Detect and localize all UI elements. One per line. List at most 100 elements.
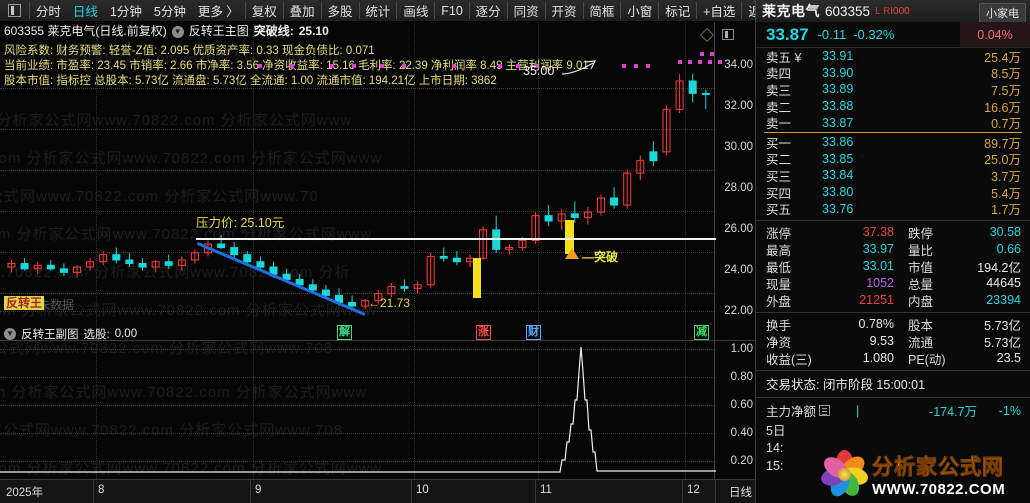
bid-level-1[interactable]: 买一 33.86 89.7万	[756, 134, 1030, 151]
stat-row-low: 最低 33.01 市值 194.2亿	[756, 258, 1030, 275]
ask-level-4[interactable]: 卖四 33.90 8.5万	[756, 65, 1030, 82]
chart-header-row: 603355 莱克电气(日线.前复权) ▼ 反转王主图 突破线: 25.10	[4, 24, 589, 39]
stat-value: 194.2亿	[977, 260, 1021, 275]
level-price: 33.91	[822, 49, 854, 64]
bid-level-5[interactable]: 买五 33.76 1.7万	[756, 200, 1030, 218]
level-price: 33.85	[822, 151, 854, 166]
btn-duogu[interactable]: 多股	[327, 5, 353, 19]
list-icon[interactable]	[819, 405, 831, 417]
breakout-annotation: —突破	[582, 250, 619, 264]
btn-zhufen[interactable]: 逐分	[475, 5, 501, 19]
resistance-line	[196, 238, 716, 240]
btn-fuquan[interactable]: 复权	[251, 5, 277, 19]
date-tick: 10	[416, 484, 429, 496]
stat-value: 0.66	[996, 242, 1021, 257]
ask-level-1[interactable]: 卖一 33.87 0.7万	[756, 114, 1030, 132]
five-day-row[interactable]: 5日	[766, 424, 786, 439]
main-net-bar: |	[856, 403, 860, 418]
stat-value: 9.53	[869, 334, 894, 349]
btn-kaizi[interactable]: 开资	[551, 5, 577, 19]
stat-row-currentvol: 现量 1052 总量 44645	[756, 275, 1030, 292]
btn-add-watchlist[interactable]: +自选	[703, 5, 736, 19]
ask-level-2[interactable]: 卖二 33.88 16.6万	[756, 98, 1030, 115]
period-label: 日线	[729, 487, 752, 499]
tag-cai: 财	[526, 325, 541, 340]
chart-info-line-performance: 当前业绩: 市盈率: 23.45 市销率: 2.66 市净率: 3.56 净资收…	[4, 60, 589, 72]
stats-divider	[756, 219, 1030, 221]
reversal-king-badge: 反转王	[4, 296, 45, 310]
sub-tick: 0.40	[730, 427, 753, 439]
level-label: 买一	[766, 136, 792, 151]
high-price-annotation: 35.00	[523, 64, 555, 78]
tab-fenshi[interactable]: 分时	[35, 5, 61, 19]
bid-level-2[interactable]: 买二 33.85 25.0万	[756, 151, 1030, 168]
sector-tag[interactable]: 小家电	[979, 3, 1026, 23]
chevron-down-icon[interactable]: ▼	[171, 25, 184, 38]
level-price: 33.86	[822, 135, 854, 150]
price-tick: 34.00	[724, 59, 753, 71]
price-change: -0.11	[817, 27, 847, 42]
ask-level-5[interactable]: 卖五 ¥ 33.91 25.4万	[756, 48, 1030, 65]
tab-rixian[interactable]: 日线	[72, 5, 98, 19]
tick-row-1: 14:	[756, 439, 1030, 457]
stat-value: 33.97	[862, 242, 894, 257]
chart-header-title: 603355 莱克电气(日线.前复权)	[4, 24, 167, 38]
ask-level-3[interactable]: 卖三 33.89 7.5万	[756, 81, 1030, 98]
logo-title: 分析家公式网	[872, 451, 1005, 481]
level-price: 33.80	[822, 185, 854, 200]
stats-divider-2	[756, 311, 1030, 313]
level-label: 买四	[766, 186, 792, 201]
date-tick: 8	[98, 484, 105, 496]
current-price: 33.87	[766, 24, 809, 44]
stat-value: 1.080	[862, 351, 894, 366]
tab-5min[interactable]: 5分钟	[153, 5, 186, 19]
sub-value: 0.00	[114, 328, 138, 340]
btn-xiaochuang[interactable]: 小窗	[627, 5, 653, 19]
stat-row-netasset: 净资 9.53 流通 5.73亿	[756, 333, 1030, 350]
level-volume: 16.6万	[984, 100, 1021, 115]
btn-huaxian[interactable]: 画线	[403, 5, 429, 19]
btn-tongzi[interactable]: 同资	[513, 5, 539, 19]
chart-info-line-capital: 股本市值: 指标控 总股本: 5.73亿 流通盘: 5.73亿 全流通: 1.0…	[4, 75, 497, 87]
chart-info-line-risk: 风险系数: 财务预警: 轻誉-Z值: 2.095 优质资产率: 0.33 现金负…	[4, 45, 375, 57]
indicator-name[interactable]: 反转王主图	[188, 24, 249, 38]
subchart-line	[0, 346, 716, 473]
bid-levels: 买一 33.86 89.7万 买二 33.85 25.0万 买三 33.84 3…	[756, 134, 1030, 217]
price-change-pct: -0.32%	[853, 27, 895, 42]
btn-biaoji[interactable]: 标记	[665, 5, 691, 19]
bid-level-4[interactable]: 买四 33.80 5.4万	[756, 184, 1030, 201]
subchart-chevron-down-icon[interactable]: ▼	[4, 328, 16, 340]
date-tick: 12	[687, 484, 700, 496]
date-tick: 9	[255, 484, 262, 496]
btn-diejia[interactable]: 叠加	[289, 5, 315, 19]
stat-value: 5.73亿	[984, 335, 1021, 350]
stat-row-limitup: 涨停 37.38 跌停 30.58	[756, 224, 1030, 241]
bid-level-3[interactable]: 买三 33.84 3.7万	[756, 167, 1030, 184]
subchart-title-row: ▼ 反转王副图 选股: 0.00	[4, 326, 137, 342]
price-tick: 26.00	[724, 223, 753, 235]
tag-zhang: 涨	[476, 325, 491, 340]
level-volume: 89.7万	[984, 136, 1021, 151]
btn-jiankuang[interactable]: 简框	[589, 5, 615, 19]
stat-key: 跌停	[908, 226, 934, 241]
tab-1min[interactable]: 1分钟	[109, 5, 142, 19]
window-marker-icon[interactable]	[722, 29, 734, 40]
tick-row-2: 15:	[756, 457, 1030, 475]
stat-key: 流通	[908, 335, 934, 350]
level-label: 卖五 ¥	[766, 50, 802, 65]
price-tick: 24.00	[724, 264, 753, 276]
stat-value: 0.78%	[858, 317, 894, 332]
stat-row-turnover: 换手 0.78% 股本 5.73亿	[756, 316, 1030, 333]
bid-ask-divider	[764, 131, 1022, 133]
btn-f10[interactable]: F10	[441, 3, 463, 18]
chart-area[interactable]: com 分析家公式网www.70822.com 分析家公式网www com 分析…	[0, 22, 755, 503]
tab-more[interactable]: 更多 〉	[197, 5, 239, 19]
main-net-pct: -1%	[998, 403, 1021, 418]
level-label: 买五	[766, 203, 792, 218]
btn-tongji[interactable]: 统计	[365, 5, 391, 19]
layout-icon[interactable]	[0, 0, 29, 21]
stat-row-outer: 外盘 21251 内盘 23394	[756, 292, 1030, 309]
sub-indicator-name[interactable]: 反转王副图	[21, 329, 79, 341]
tick-time: 15:	[766, 458, 784, 473]
pressure-price-annotation: 压力价: 25.10元	[196, 216, 285, 230]
